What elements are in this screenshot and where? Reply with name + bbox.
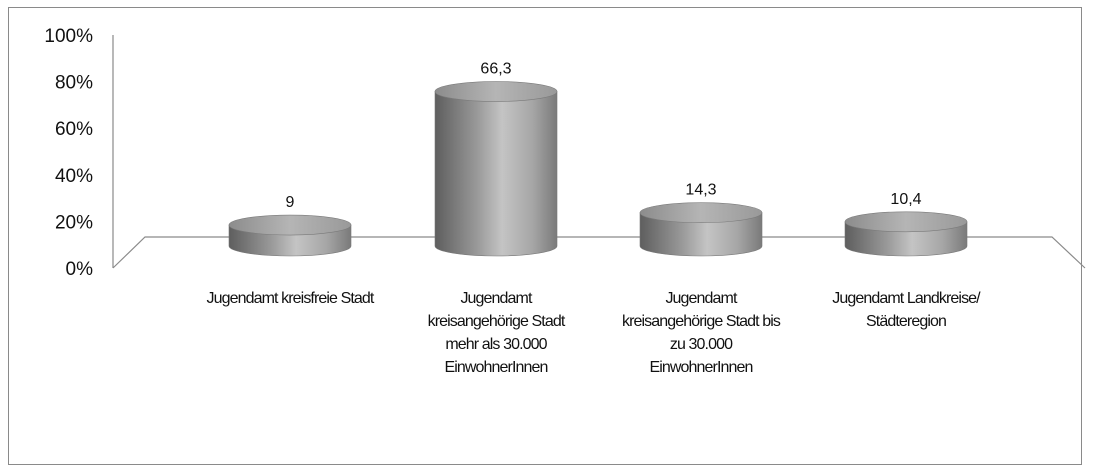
data-label: 14,3 [685, 182, 716, 199]
bar-body [434, 91, 558, 257]
data-label: 9 [286, 194, 295, 211]
bar [434, 81, 558, 257]
floor-outline [112, 236, 1086, 269]
x-category-label: Jugendamt kreisangehörige Stadt mehr als… [427, 290, 566, 376]
bar-top [639, 202, 763, 223]
bar-top [844, 211, 968, 233]
bar-top [228, 214, 352, 236]
x-category-label: Jugendamt kreisfreie Stadt [206, 290, 375, 307]
data-label: 10,4 [890, 191, 921, 208]
bar [639, 202, 763, 257]
x-category-label: Jugendamt kreisangehörige Stadt bis zu 3… [621, 290, 781, 376]
y-tick-label: 0% [66, 259, 94, 280]
data-label: 66,3 [480, 61, 511, 78]
bar-body [639, 212, 763, 257]
bar-top [434, 81, 558, 102]
y-tick-label: 40% [55, 166, 93, 187]
y-tick-label: 80% [55, 73, 93, 94]
bar [844, 211, 968, 257]
y-tick-label: 100% [44, 26, 93, 47]
y-tick-label: 20% [55, 212, 93, 233]
y-tick-label: 60% [55, 119, 93, 140]
x-category-label: Jugendamt Landkreise/ Städteregion [832, 290, 980, 330]
bar [228, 214, 352, 257]
